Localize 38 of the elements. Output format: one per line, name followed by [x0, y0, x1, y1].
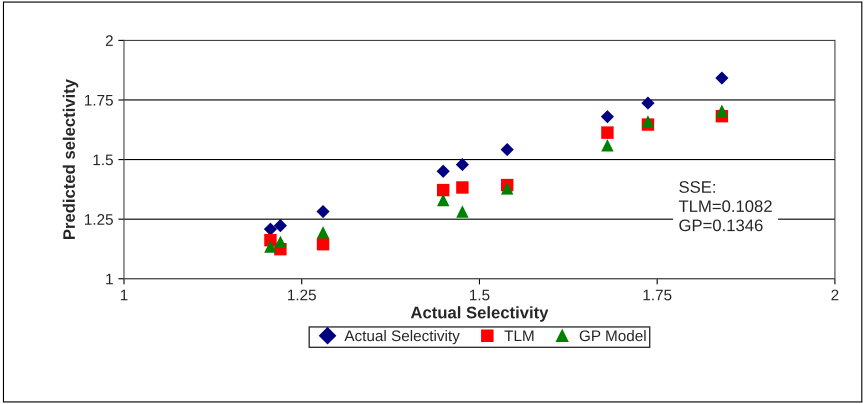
point — [715, 71, 728, 85]
x-tick-label: 1.5 — [470, 290, 490, 300]
point — [456, 205, 469, 218]
point — [601, 139, 614, 152]
point — [264, 222, 278, 236]
legend-label: Actual Selectivity — [344, 330, 460, 344]
point — [436, 164, 450, 178]
point — [600, 110, 614, 124]
x-tick-label: 1.25 — [288, 290, 316, 300]
point — [456, 158, 469, 172]
legend-label: GP Model — [580, 330, 646, 342]
y-tick-label: 1.75 — [84, 95, 113, 106]
x-tick-label: 1 — [120, 290, 128, 300]
x-tick-label: 2 — [831, 290, 838, 300]
point — [500, 142, 514, 156]
x-axis-title: Actual Selectivity — [410, 306, 548, 322]
point — [601, 126, 614, 139]
x-tick-label: 1.75 — [643, 290, 672, 300]
y-tick-label: 1.5 — [93, 154, 113, 166]
point — [642, 115, 654, 128]
point — [641, 96, 655, 110]
point — [436, 194, 450, 206]
point — [316, 238, 330, 250]
y-tick-label: 2 — [106, 35, 113, 46]
point — [316, 204, 330, 218]
point — [316, 226, 330, 238]
point — [274, 219, 287, 232]
point — [274, 236, 287, 248]
legend-label: TLM — [504, 330, 534, 342]
point — [500, 182, 514, 195]
y-axis-title: Predicted selectivity — [62, 79, 78, 240]
point — [436, 184, 450, 196]
point — [456, 181, 469, 194]
y-tick-label: 1.25 — [84, 214, 113, 225]
point — [716, 104, 728, 117]
point — [264, 240, 277, 253]
y-tick-label: 1 — [106, 274, 113, 284]
annotation: SSE: TLM=0.1082 GP=0.1346 — [678, 181, 772, 232]
